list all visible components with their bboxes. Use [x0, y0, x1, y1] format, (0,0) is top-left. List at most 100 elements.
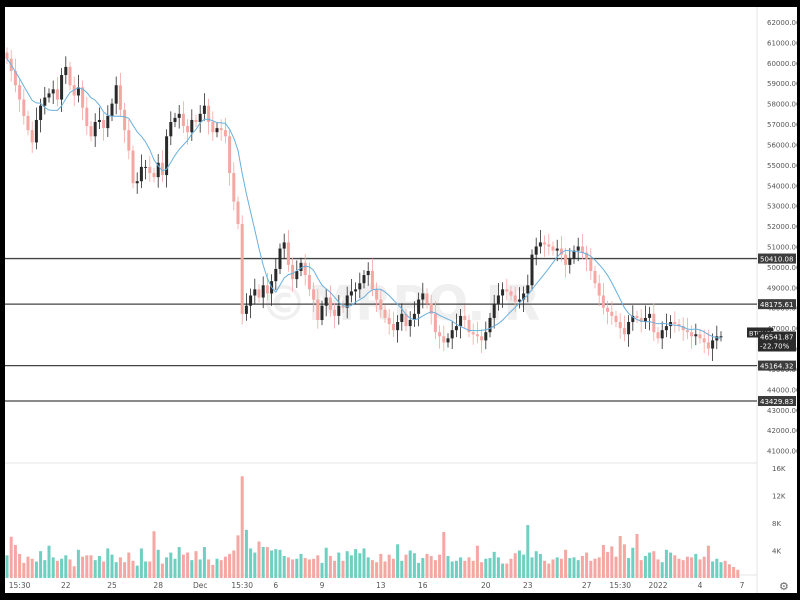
candle-body [257, 289, 261, 298]
level-price-label: 43429.83 [760, 398, 793, 406]
volume-bar [643, 556, 647, 578]
candle-body [400, 313, 404, 323]
volume-bar [228, 553, 232, 578]
volume-bar [160, 563, 164, 578]
volume-bar [244, 529, 248, 578]
volume-bar [43, 560, 47, 578]
volume-bar [488, 558, 492, 578]
candle-body [253, 289, 257, 296]
price-tick-label: 43000.00 [767, 407, 797, 415]
volume-bar [526, 525, 530, 578]
volume-bar [81, 556, 85, 578]
volume-bar [639, 560, 643, 578]
volume-bar [18, 553, 22, 578]
candle-body [664, 326, 668, 331]
moving-average-line [6, 58, 722, 339]
volume-bar [627, 558, 631, 578]
volume-bar [467, 557, 471, 578]
volume-bar [291, 559, 295, 578]
candle-body [152, 173, 156, 178]
candle-body [349, 291, 353, 296]
candle-body [698, 334, 702, 339]
candle-body [509, 291, 513, 296]
volume-bar [559, 558, 563, 578]
candle-body [337, 305, 341, 316]
candle-body [97, 119, 101, 123]
candle-body [5, 52, 9, 59]
volume-bar [51, 557, 55, 578]
volume-bar [429, 556, 433, 578]
time-tick-label: 28 [153, 581, 163, 590]
volume-bar [433, 560, 437, 578]
candle-body [475, 334, 479, 337]
volume-bar [39, 551, 43, 578]
gear-icon[interactable]: ⚙ [779, 580, 789, 593]
candle-body [387, 317, 391, 325]
volume-bar [727, 564, 731, 578]
volume-bar [622, 544, 626, 578]
candle-body [165, 136, 169, 176]
volume-bar [207, 559, 211, 578]
volume-bar [282, 556, 286, 578]
volume-bar [522, 554, 526, 578]
candle-body [618, 322, 622, 329]
volume-bar [211, 564, 215, 578]
candle-body [102, 119, 106, 129]
volume-bar [391, 558, 395, 578]
volume-bar [85, 555, 89, 578]
candle-body [522, 293, 526, 300]
candle-body [534, 246, 538, 255]
volume-bar [396, 544, 400, 578]
volume-bar [517, 550, 521, 578]
candle-body [303, 262, 307, 276]
volume-bar [324, 547, 328, 578]
volume-bar [93, 560, 97, 578]
volume-bar [543, 560, 547, 578]
volume-bar [198, 559, 202, 578]
volume-bar [47, 545, 51, 578]
level-price-tag [758, 299, 796, 310]
candle-body [484, 332, 488, 341]
candle-body [685, 330, 689, 333]
volume-bar [76, 549, 80, 578]
candle-body [643, 317, 647, 323]
volume-bar [501, 563, 505, 578]
time-tick-label: 13 [376, 581, 386, 590]
candle-body [190, 119, 194, 133]
volume-bar [593, 558, 597, 578]
volume-bar [614, 556, 618, 578]
time-tick-label: 22 [61, 581, 71, 590]
candle-body [160, 162, 164, 176]
volume-bar [585, 552, 589, 578]
volume-bar [34, 561, 38, 578]
candle-body [211, 122, 215, 133]
volume-bar [261, 547, 265, 578]
volume-bar [417, 562, 421, 578]
volume-bar [118, 557, 122, 578]
volume-bar [215, 558, 219, 578]
candle-body [43, 97, 47, 106]
candle-body [370, 270, 374, 290]
volume-bar [685, 556, 689, 578]
candle-body [538, 242, 542, 247]
volume-bar [5, 555, 9, 578]
candle-body [194, 119, 198, 123]
candle-body [614, 315, 618, 323]
volume-bar [450, 561, 454, 578]
volume-bar [669, 552, 673, 578]
candle-body [463, 315, 467, 320]
time-tick-label: 25 [107, 581, 117, 590]
volume-bar [589, 560, 593, 578]
candle-body [513, 295, 517, 302]
candle-body [673, 322, 677, 325]
volume-bar [412, 553, 416, 578]
candle-body [622, 328, 626, 335]
candle-body [291, 264, 295, 280]
volume-bar [732, 567, 736, 578]
candle-body [341, 305, 345, 308]
candlestick-chart[interactable]: ©MRPO.IR41000.0042000.0043000.0044000.00… [5, 7, 797, 593]
candle-body [488, 317, 492, 333]
candle-body [215, 128, 219, 133]
candle-body [81, 87, 85, 108]
volume-bar [509, 558, 513, 578]
